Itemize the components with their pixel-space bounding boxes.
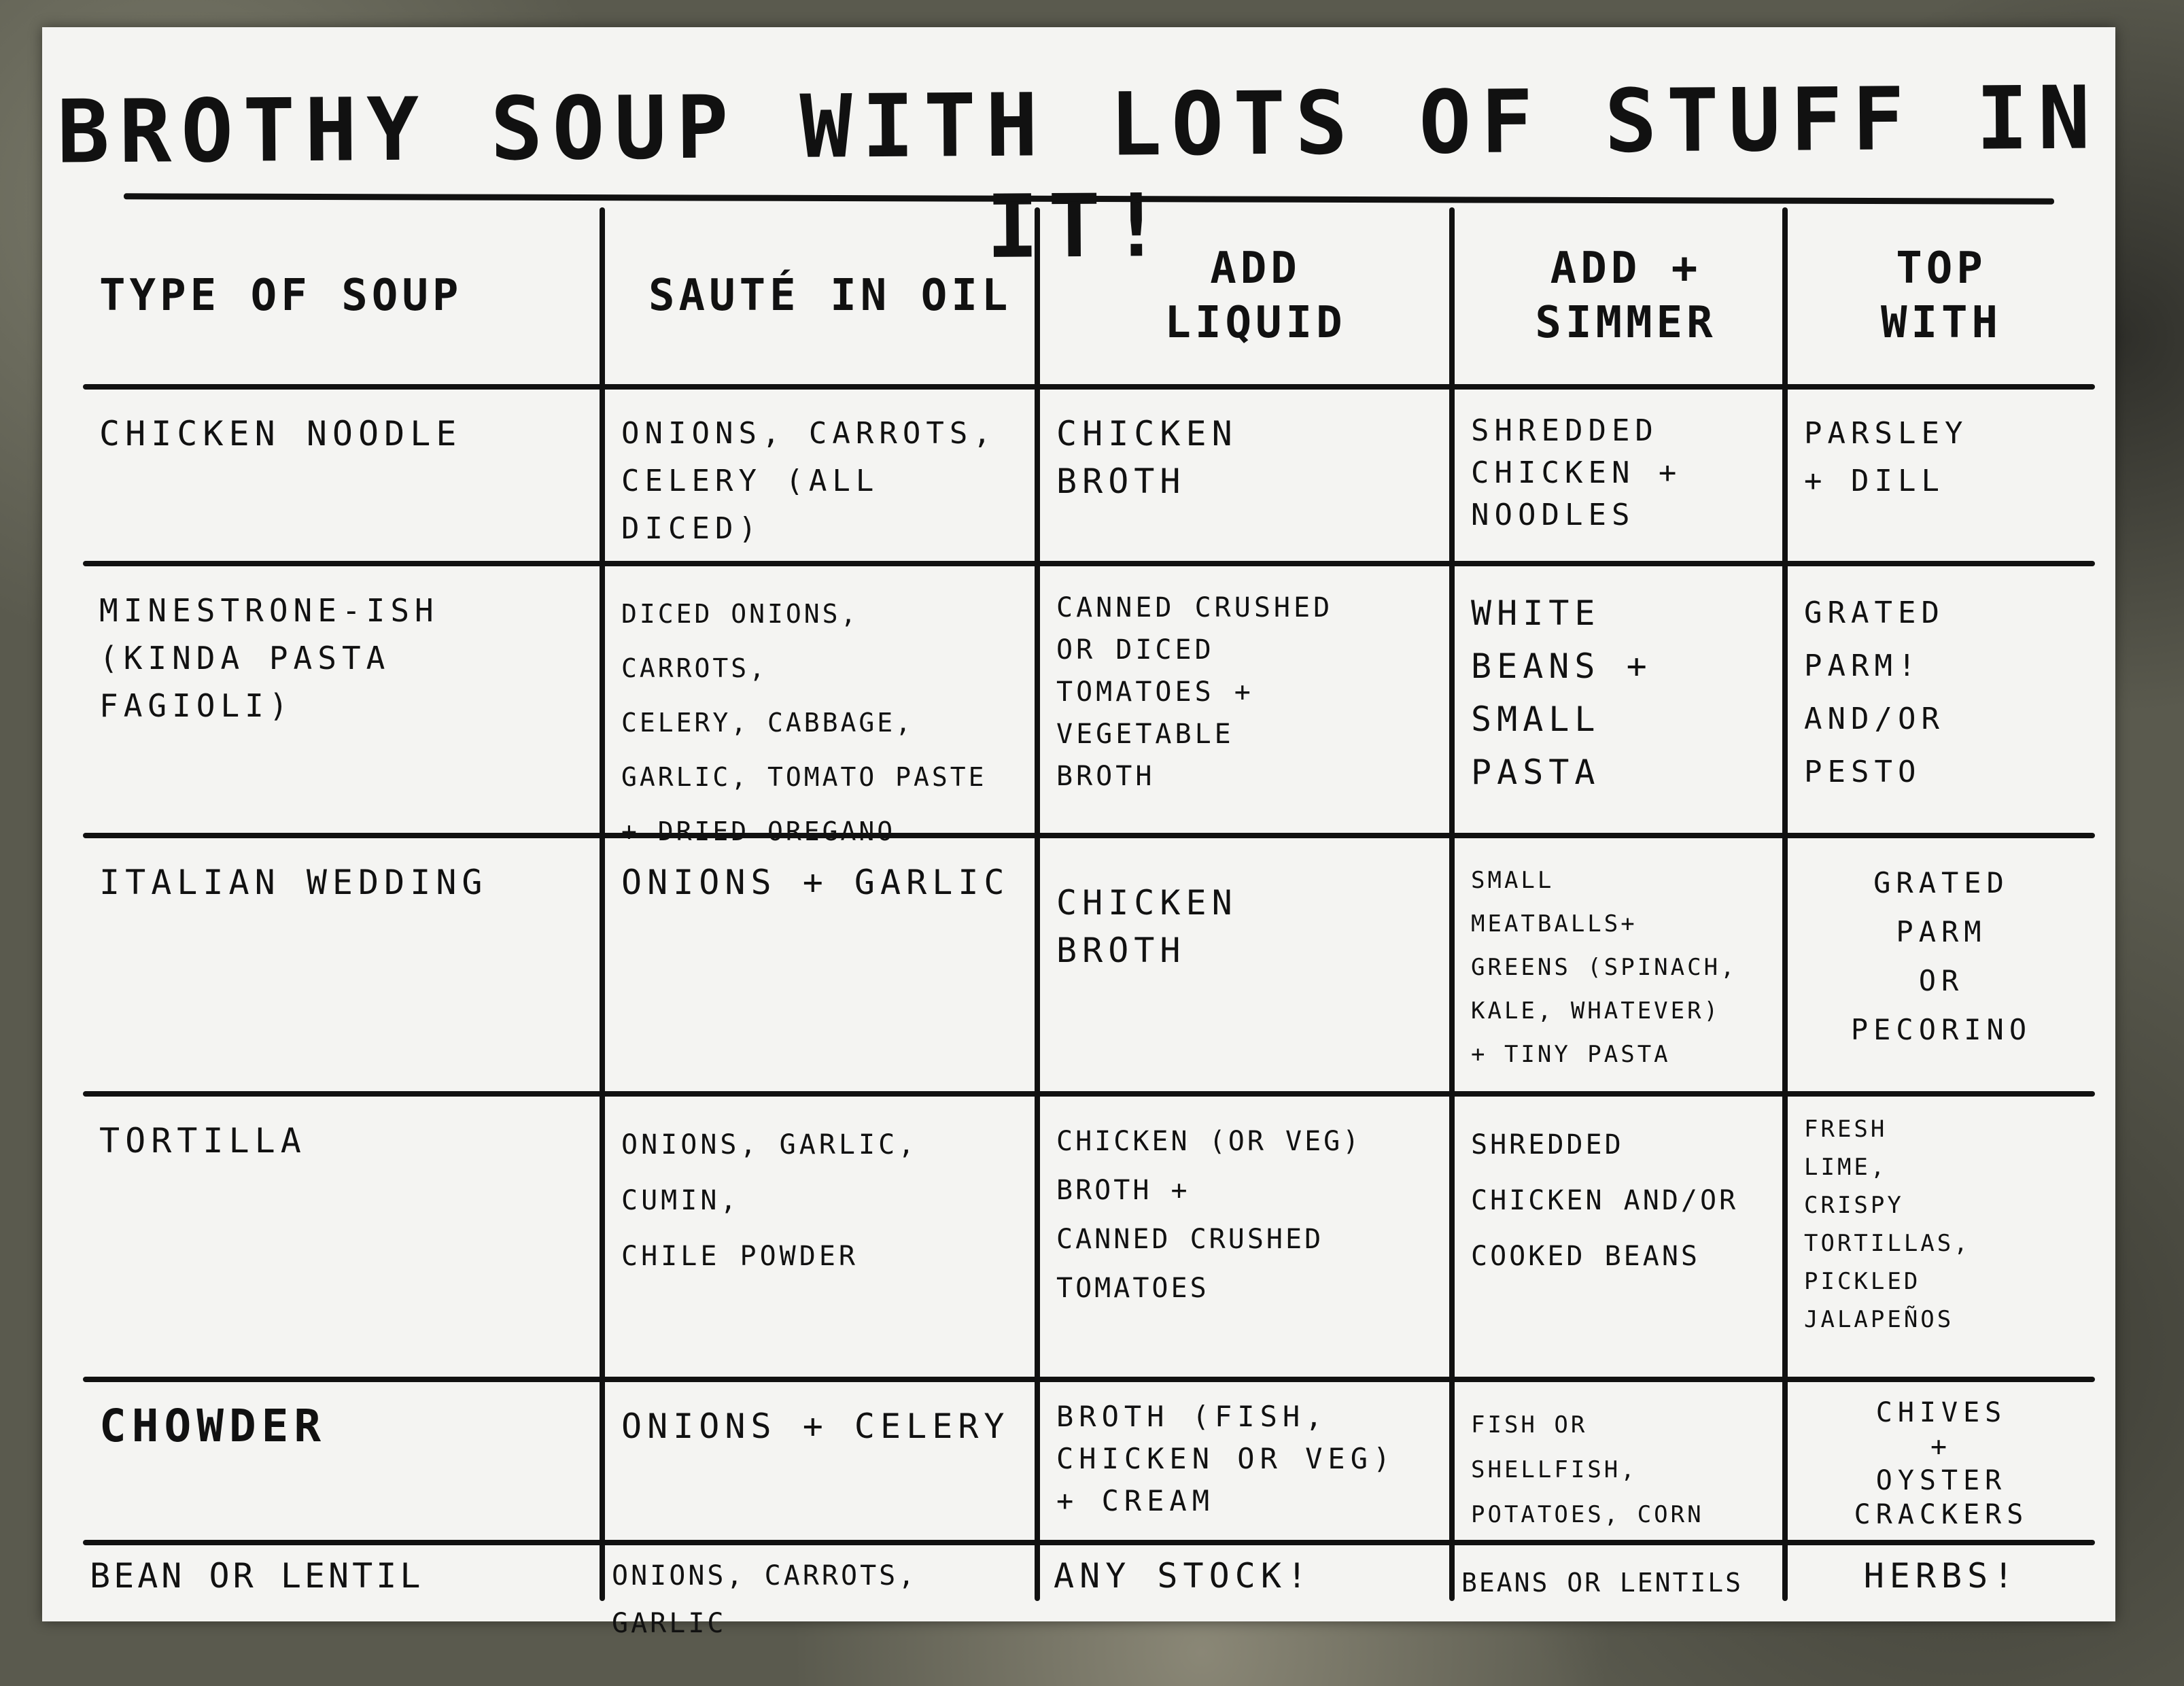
simmer-cell: WHITE BEANS + SMALL PASTA: [1471, 593, 1652, 792]
simmer-cell: SHREDDED CHICKEN + NOODLES: [1471, 413, 1682, 532]
soup-name-cell: ITALIAN WEDDING: [99, 863, 488, 902]
column-header-saute-in-oil: SAUTÉ IN OIL: [648, 271, 1012, 321]
column-header-top-with: TOP WITH: [1880, 243, 2003, 348]
saute-cell: ONIONS + CELERY: [621, 1407, 1010, 1446]
topping-cell: GRATED PARM! AND/OR PESTO: [1804, 596, 1945, 789]
liquid-cell: CHICKEN BROTH: [1056, 414, 1238, 501]
soup-name-cell: TORTILLA: [99, 1121, 307, 1160]
soup-name-cell: CHICKEN NOODLE: [99, 414, 462, 453]
column-header-add-simmer: ADD + SIMMER: [1535, 243, 1717, 348]
row-divider: [83, 1540, 2095, 1545]
soup-name-cell: CHOWDER: [99, 1400, 327, 1452]
saute-cell: ONIONS, GARLIC, CUMIN, CHILE POWDER: [621, 1129, 918, 1272]
soup-table: TYPE OF SOUP SAUTÉ IN OIL ADD LIQUID ADD…: [83, 207, 2095, 1639]
saute-cell: ONIONS, CARROTS, GARLIC: [612, 1560, 918, 1639]
paper-sheet: BROTHY SOUP WITH LOTS OF STUFF IN IT! TY…: [42, 27, 2115, 1639]
liquid-cell: CHICKEN BROTH: [1056, 883, 1238, 970]
topping-cell: PARSLEY + DILL: [1804, 416, 1969, 498]
liquid-cell: CHICKEN (OR VEG) BROTH + CANNED CRUSHED …: [1056, 1126, 1362, 1304]
column-divider: [600, 207, 605, 1601]
saute-cell: DICED ONIONS, CARROTS, CELERY, CABBAGE, …: [621, 599, 987, 846]
topping-cell: HERBS!: [1863, 1556, 2020, 1596]
row-divider: [83, 561, 2095, 566]
soup-name-cell: MINESTRONE-ISH (KINDA PASTA FAGIOLI): [99, 592, 439, 724]
row-divider: [83, 1377, 2095, 1382]
soup-name-cell: BEAN OR LENTIL: [90, 1556, 424, 1596]
row-divider: [83, 833, 2095, 838]
column-divider: [1035, 207, 1040, 1601]
row-divider: [83, 1091, 2095, 1097]
column-header-type-of-soup: TYPE OF SOUP: [99, 271, 463, 321]
saute-cell: ONIONS + GARLIC: [621, 863, 1010, 902]
column-divider: [1782, 207, 1788, 1601]
topping-cell: GRATED PARM OR PECORINO: [1850, 866, 2032, 1046]
simmer-cell: SMALL MEATBALLS+ GREENS (SPINACH, KALE, …: [1471, 867, 1737, 1068]
topping-cell: FRESH LIME, CRISPY TORTILLAS, PICKLED JA…: [1804, 1116, 1971, 1333]
simmer-cell: FISH OR SHELLFISH, POTATOES, CORN: [1471, 1411, 1704, 1528]
topping-cell: CHIVES + OYSTER CRACKERS: [1854, 1397, 2029, 1530]
row-divider: [83, 384, 2095, 390]
liquid-cell: CANNED CRUSHED OR DICED TOMATOES + VEGET…: [1056, 592, 1334, 792]
column-header-add-liquid: ADD LIQUID: [1164, 243, 1347, 348]
simmer-cell: SHREDDED CHICKEN AND/OR COOKED BEANS: [1471, 1129, 1739, 1272]
simmer-cell: BEANS OR LENTILS: [1461, 1568, 1744, 1598]
liquid-cell: ANY STOCK!: [1054, 1556, 1313, 1596]
saute-cell: ONIONS, CARROTS, CELERY (ALL DICED): [621, 416, 996, 546]
liquid-cell: BROTH (FISH, CHICKEN OR VEG) + CREAM: [1056, 1400, 1396, 1517]
column-divider: [1449, 207, 1455, 1601]
